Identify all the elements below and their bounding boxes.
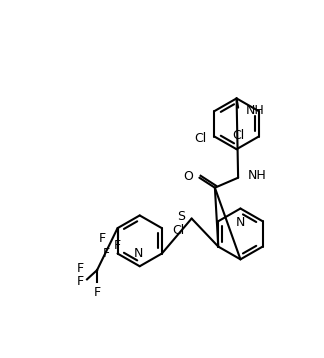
Text: N: N <box>236 216 245 229</box>
Text: Cl: Cl <box>173 224 185 237</box>
Text: F: F <box>102 247 110 260</box>
Text: Cl: Cl <box>232 129 244 141</box>
Text: F: F <box>77 262 84 275</box>
Text: F: F <box>77 275 84 288</box>
Text: N: N <box>133 247 143 260</box>
Text: S: S <box>178 210 185 223</box>
Text: O: O <box>183 170 193 183</box>
Text: F: F <box>94 286 101 299</box>
Text: Cl: Cl <box>194 131 207 145</box>
Text: F: F <box>99 232 106 245</box>
Text: NH: NH <box>248 169 266 182</box>
Text: NH: NH <box>246 104 265 117</box>
Text: F: F <box>114 240 121 252</box>
